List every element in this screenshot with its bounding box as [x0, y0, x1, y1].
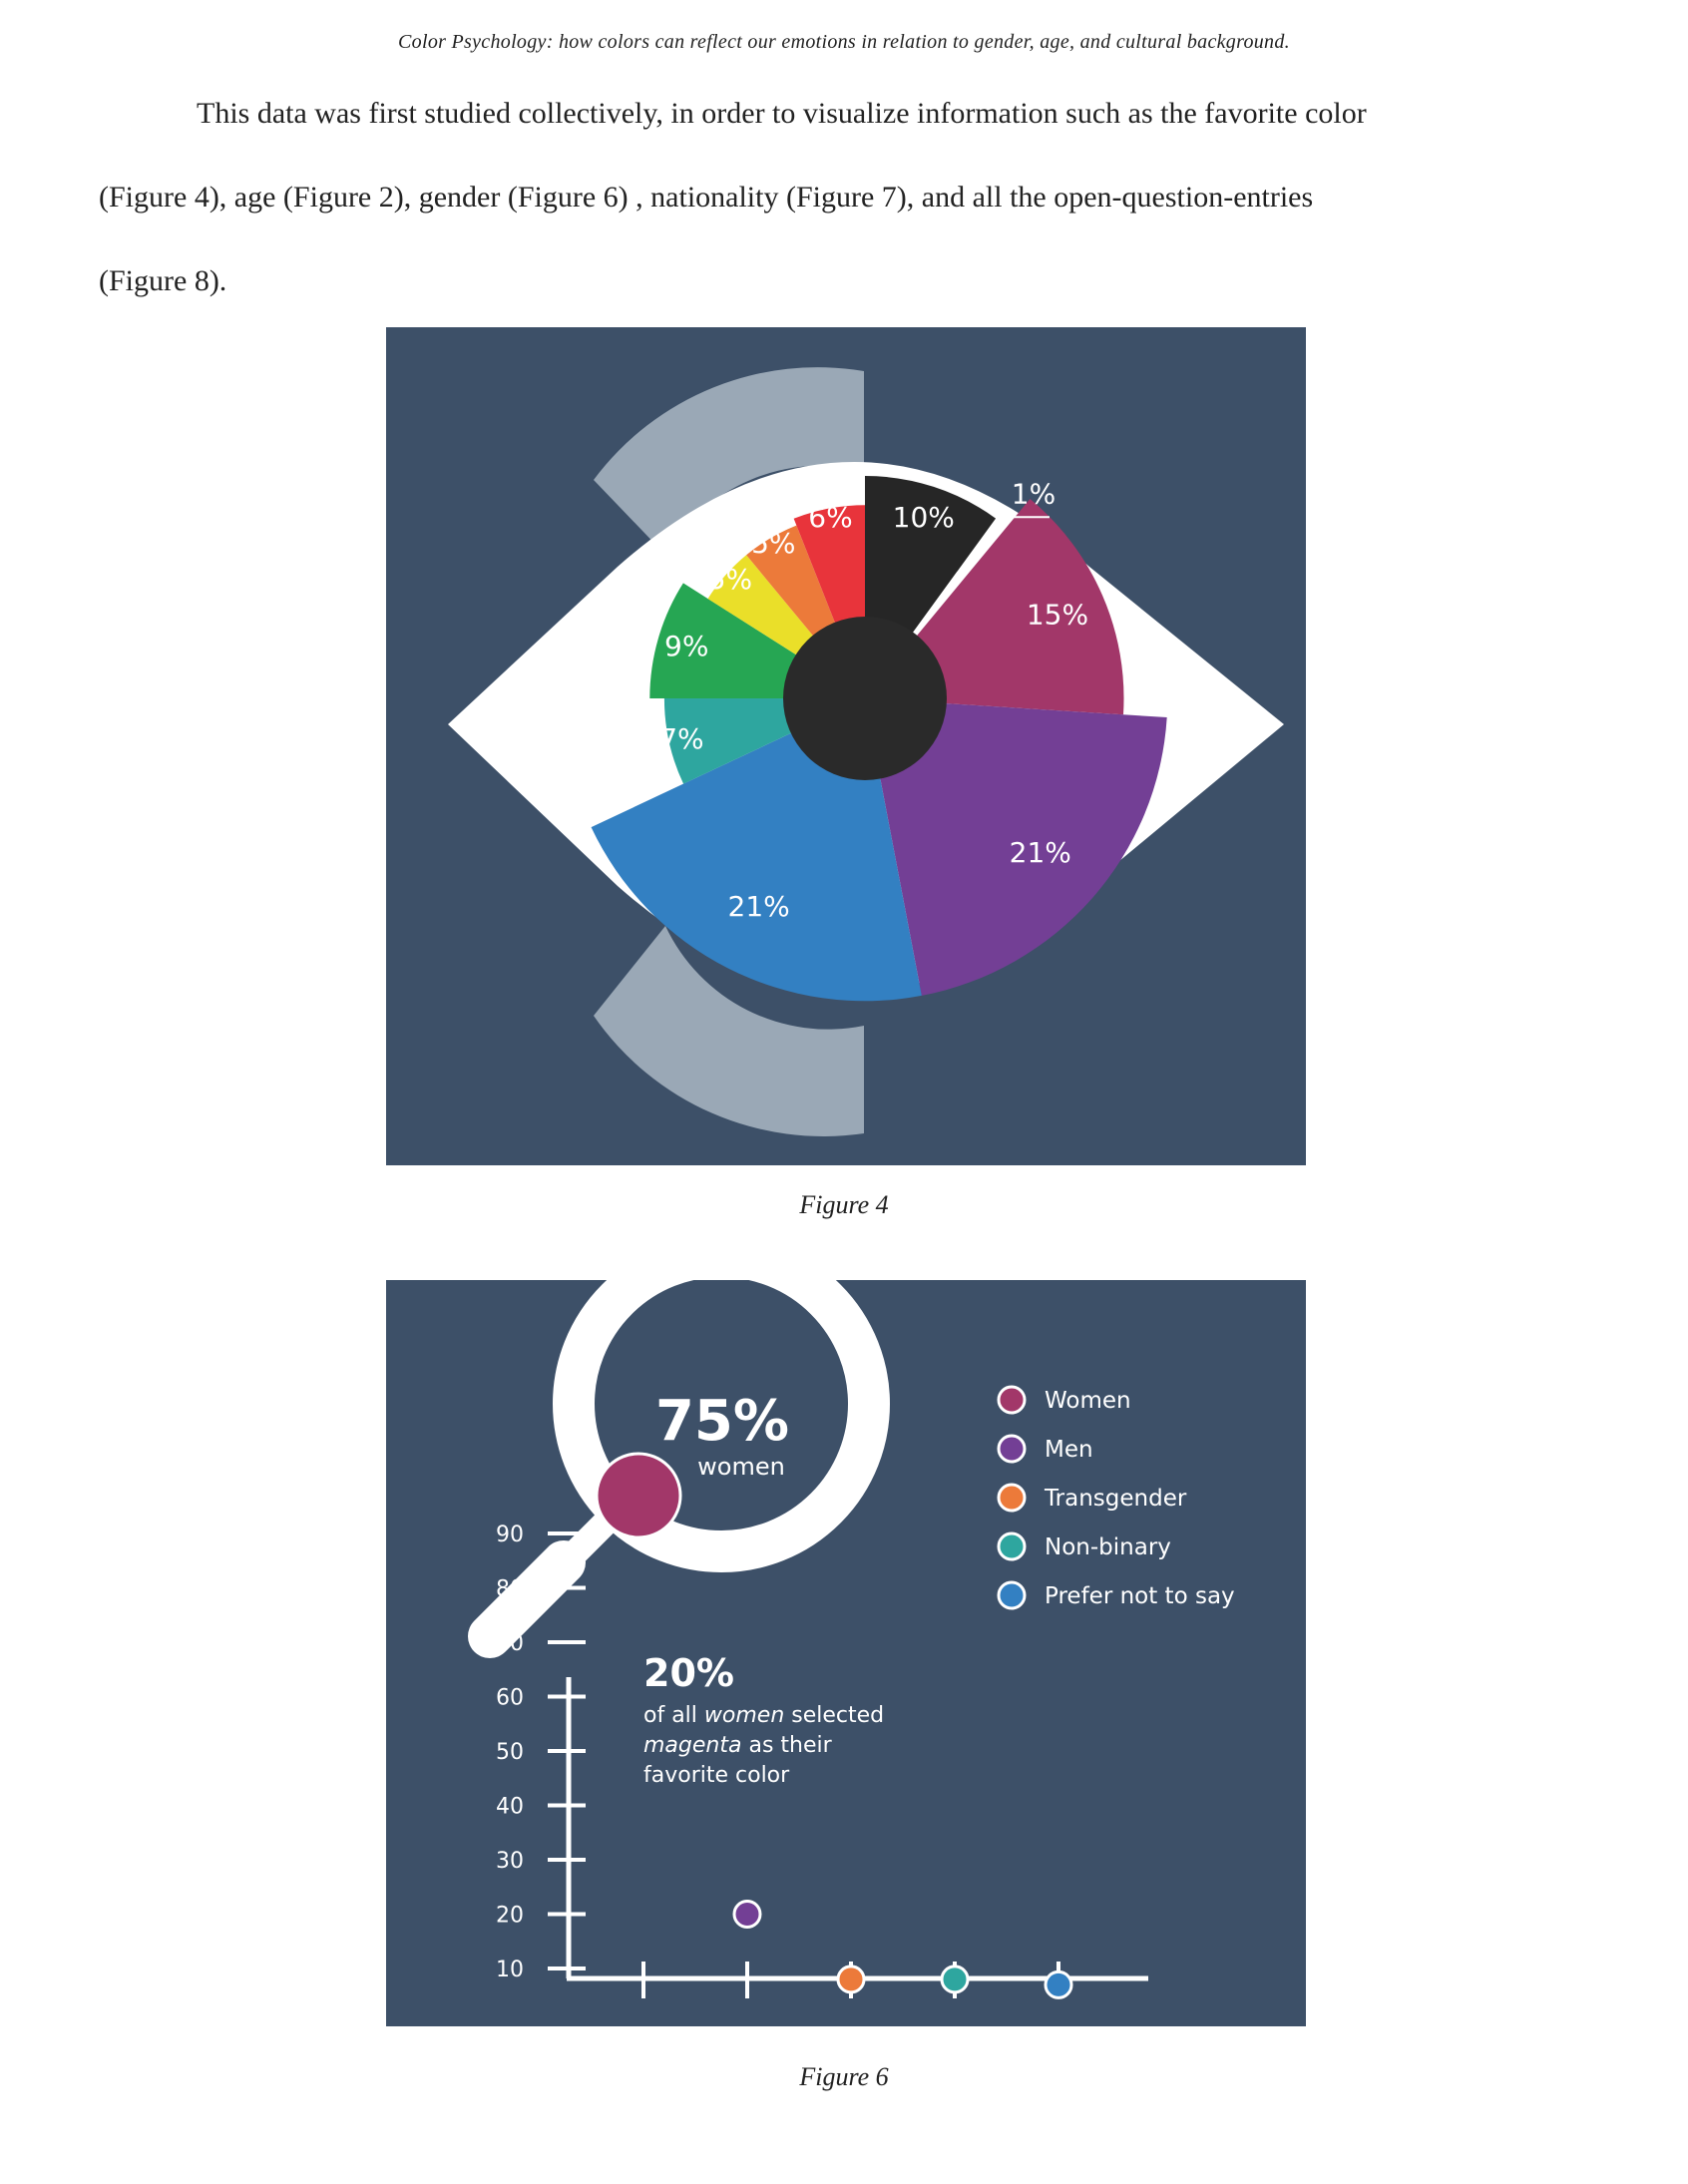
pie-labels: 10% 1% 15% 21% 21% 7% 9% 5%5% 6%: [659, 477, 1088, 923]
pie-label-2: 15%: [1027, 599, 1088, 632]
figure-4-caption: Figure 4: [799, 1190, 889, 1219]
y-tick-label: 90: [496, 1523, 524, 1547]
y-tick-label: 50: [496, 1740, 524, 1765]
magnifier-icon: [468, 1280, 890, 1658]
legend-swatch: [997, 1385, 1027, 1415]
big-stat-sub: women: [697, 1453, 785, 1481]
y-tick-label: 40: [496, 1795, 524, 1820]
point-women: [595, 1452, 682, 1539]
pie-slice-3: [865, 698, 1167, 996]
leader-line: [919, 516, 1050, 629]
point-non-binary: [940, 1965, 970, 1994]
scatter-points: [595, 1452, 1073, 1999]
legend-label: Prefer not to say: [1045, 1583, 1235, 1609]
legend-label: Men: [1045, 1437, 1093, 1463]
pie-label-7: 5%: [708, 563, 752, 596]
y-tick-label: 30: [496, 1849, 524, 1874]
stat-text-line-3: favorite color: [643, 1763, 790, 1788]
legend-swatch: [997, 1483, 1027, 1513]
gender-scatter-chart: 102030405060708090 75% women 20% of all …: [468, 1280, 1235, 1999]
legend-swatch: [997, 1531, 1027, 1561]
iris-ring-top: [594, 367, 864, 555]
magnifier-handle: [468, 1540, 586, 1658]
legend-label: Non-binary: [1045, 1534, 1171, 1560]
y-tick-label: 10: [496, 1958, 524, 1982]
legend-swatch: [997, 1580, 1027, 1610]
magnifier-neck: [544, 1508, 621, 1584]
figure-6-gender-chart: 102030405060708090 75% women 20% of all …: [386, 1280, 1306, 2026]
body-paragraph: This data was first studied collectively…: [99, 72, 1515, 323]
point-prefer-not-to-say: [1044, 1969, 1073, 1999]
paragraph-line-2: (Figure 4), age (Figure 2), gender (Figu…: [99, 181, 1314, 214]
point-men: [732, 1900, 762, 1929]
pie-label-1: 1%: [1012, 477, 1055, 510]
stat-text-line-1: of all women selected: [643, 1703, 884, 1728]
pie-label-6: 9%: [664, 630, 708, 662]
running-head: Color Psychology: how colors can reflect…: [398, 31, 1290, 53]
figure-6-caption: Figure 6: [799, 2062, 889, 2091]
pie-label-0: 10%: [893, 501, 955, 534]
stat-20: 20%: [643, 1651, 734, 1695]
y-tick-label: 60: [496, 1686, 524, 1711]
legend-label: Women: [1045, 1388, 1131, 1414]
big-stat: 75%: [655, 1389, 789, 1454]
pupil: [783, 617, 947, 780]
legend-swatch: [997, 1434, 1027, 1464]
pie-label-8: 5%: [751, 527, 795, 560]
paragraph-line-1: This data was first studied collectively…: [197, 97, 1367, 130]
pie-label-5: 7%: [659, 722, 703, 755]
eye-pie-chart: 10% 1% 15% 21% 21% 7% 9% 5%5% 6%: [448, 367, 1284, 1136]
pie-label-4: 21%: [728, 890, 790, 923]
stat-text-line-2: magenta as their: [643, 1733, 833, 1758]
pie-label-3: 21%: [1010, 836, 1071, 869]
point-transgender: [836, 1965, 866, 1994]
legend: Women Men Transgender Non-binary Prefer not …: [997, 1385, 1235, 1610]
legend-label: Transgender: [1044, 1486, 1187, 1512]
paragraph-line-3: (Figure 8).: [99, 264, 227, 297]
y-tick-label: 20: [496, 1904, 524, 1929]
pie-label-9: 6%: [808, 501, 852, 534]
iris-ring-bottom: [594, 926, 864, 1136]
figure-4-eye-chart: 10% 1% 15% 21% 21% 7% 9% 5% 5% 6%: [386, 327, 1306, 1165]
